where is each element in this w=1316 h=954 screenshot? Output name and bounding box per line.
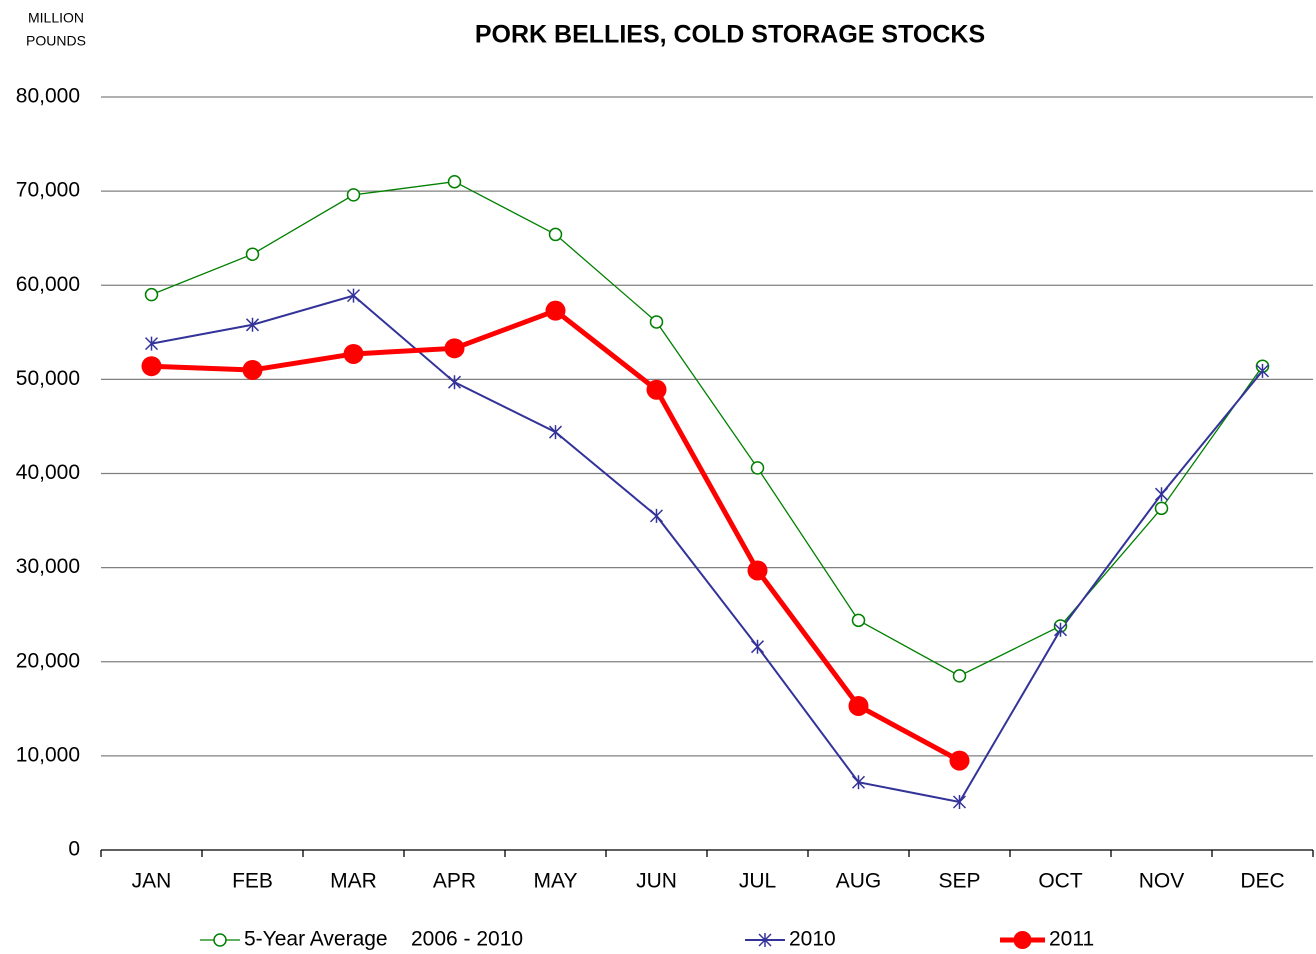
data-point xyxy=(747,560,768,581)
data-point xyxy=(447,375,462,390)
x-tick-label: DEC xyxy=(1240,870,1284,893)
data-point xyxy=(1255,363,1270,378)
y-tick-label: 20,000 xyxy=(16,649,80,672)
data-point xyxy=(144,287,159,302)
data-point xyxy=(346,288,361,303)
series-line xyxy=(151,294,1264,804)
y-tick-label: 60,000 xyxy=(16,273,80,296)
data-point xyxy=(952,669,967,683)
data-point xyxy=(346,188,361,202)
legend-label: 5-Year Average 2006 - 2010 xyxy=(244,928,523,951)
y-tick-label: 80,000 xyxy=(16,85,80,108)
data-point xyxy=(750,639,765,654)
chart-title: PORK BELLIES, COLD STORAGE STOCKS xyxy=(475,21,985,49)
y-axis-label: MILLION xyxy=(28,10,84,26)
data-point xyxy=(343,343,364,364)
data-point xyxy=(1154,487,1169,502)
y-tick-label: 0 xyxy=(68,838,80,861)
x-tick-label: JUL xyxy=(739,870,776,893)
data-point xyxy=(851,775,866,790)
data-point xyxy=(545,300,566,321)
legend-marker xyxy=(758,933,772,947)
x-tick-label: OCT xyxy=(1038,870,1083,893)
x-tick-label: SEP xyxy=(938,870,980,893)
data-point xyxy=(548,227,563,242)
data-point xyxy=(949,750,970,771)
x-tick-label: JUN xyxy=(636,870,677,893)
legend-marker xyxy=(1013,931,1032,949)
data-point xyxy=(444,338,465,359)
y-tick-label: 70,000 xyxy=(16,179,80,202)
data-point xyxy=(447,174,462,189)
x-tick-label: FEB xyxy=(232,870,273,893)
y-tick-label: 10,000 xyxy=(16,743,80,766)
legend-marker xyxy=(213,933,227,947)
y-tick-label: 50,000 xyxy=(16,367,80,390)
x-tick-label: AUG xyxy=(836,870,882,893)
data-point xyxy=(750,461,765,475)
x-tick-label: MAY xyxy=(534,870,578,893)
data-point xyxy=(245,247,260,261)
x-tick-label: APR xyxy=(433,870,476,893)
series-line xyxy=(151,181,1264,677)
data-point xyxy=(1154,501,1169,516)
data-point xyxy=(848,695,869,716)
data-point xyxy=(649,508,664,523)
y-tick-label: 30,000 xyxy=(16,555,80,578)
data-point xyxy=(649,315,664,329)
x-tick-label: JAN xyxy=(132,870,172,893)
data-point xyxy=(144,336,159,351)
data-point xyxy=(646,379,667,400)
data-point xyxy=(851,613,866,628)
y-axis-label: POUNDS xyxy=(26,33,86,49)
y-tick-label: 40,000 xyxy=(16,461,80,484)
data-point xyxy=(141,356,162,377)
data-point xyxy=(1053,622,1068,637)
data-point xyxy=(548,425,563,440)
data-point xyxy=(952,794,967,809)
x-tick-label: MAR xyxy=(330,870,377,893)
legend-label: 2011 xyxy=(1049,928,1094,951)
data-point xyxy=(245,317,260,332)
data-point xyxy=(242,359,263,380)
x-tick-label: NOV xyxy=(1139,870,1185,893)
series-line xyxy=(151,307,961,763)
legend-label: 2010 xyxy=(789,928,836,951)
